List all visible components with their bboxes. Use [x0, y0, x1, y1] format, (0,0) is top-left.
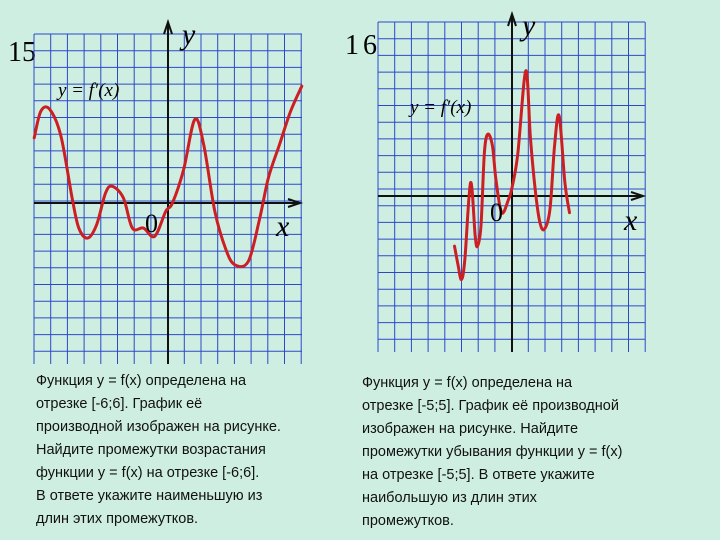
curve-label: y = f′(x) [56, 80, 119, 101]
problem-15-number: 15 [8, 37, 36, 68]
chart-16: y = f′(x) y x 0 [378, 9, 647, 352]
y-axis-arrow [507, 10, 517, 27]
x-axis-label: x [275, 210, 290, 243]
origin-label: 0 [490, 198, 503, 227]
curve-label: y = f′(x) [408, 97, 471, 118]
x-axis-arrow [287, 198, 304, 208]
y-axis-label: y [519, 9, 536, 42]
problem-16-number: 16 [345, 30, 381, 61]
derivative-curve [32, 84, 304, 269]
x-axis-arrow [630, 191, 647, 201]
derivative-curve [453, 69, 571, 282]
origin-label: 0 [145, 209, 158, 238]
problem-16-text: Функция у = f(x) определена на отрезке [… [362, 375, 623, 529]
x-axis-label: x [623, 204, 638, 237]
chart-15: y = f′(x) y x 0 [32, 18, 304, 364]
problem-15-text: Функция у = f(x) определена на отрезке [… [36, 373, 281, 527]
y-axis-label: y [179, 18, 196, 51]
y-axis-arrow [163, 18, 173, 35]
